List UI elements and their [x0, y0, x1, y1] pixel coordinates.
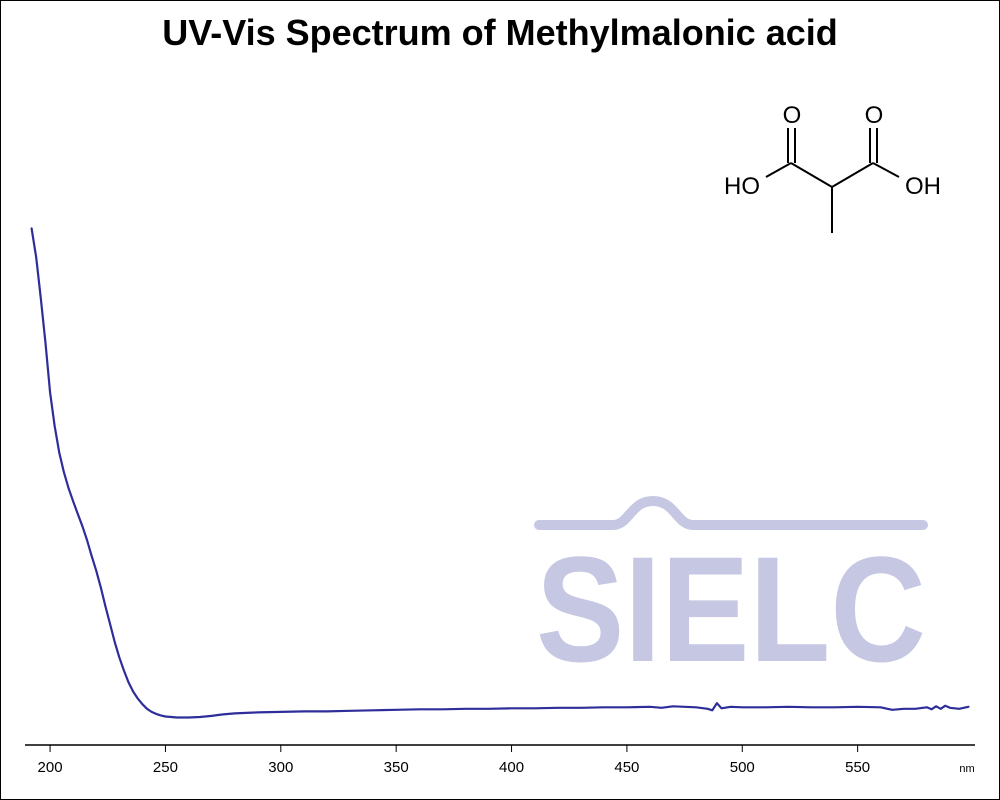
- x-tick-label: 500: [730, 759, 755, 776]
- x-tick-label: 400: [499, 759, 524, 776]
- x-tick-label: 550: [845, 759, 870, 776]
- x-axis-unit-label: nm: [959, 763, 974, 775]
- x-tick-label: 250: [153, 759, 178, 776]
- x-tick-label: 350: [384, 759, 409, 776]
- chart-title: UV-Vis Spectrum of Methylmalonic acid: [162, 12, 838, 53]
- sielc-watermark-logo: SIELC: [534, 496, 928, 693]
- atom-label-oh: OH: [905, 173, 941, 200]
- molecule-structure: [765, 128, 900, 233]
- spectrum-line: [30, 227, 970, 719]
- watermark-text: SIELC: [536, 525, 926, 693]
- atom-label-ho: HO: [724, 173, 760, 200]
- x-axis-ticks: 200 250 300 350 400 450 500 550: [38, 745, 870, 776]
- x-tick-label: 300: [268, 759, 293, 776]
- atom-label-o-left: O: [783, 102, 802, 129]
- x-tick-label: 450: [614, 759, 639, 776]
- atom-label-o-right: O: [865, 102, 884, 129]
- x-tick-label: 200: [38, 759, 63, 776]
